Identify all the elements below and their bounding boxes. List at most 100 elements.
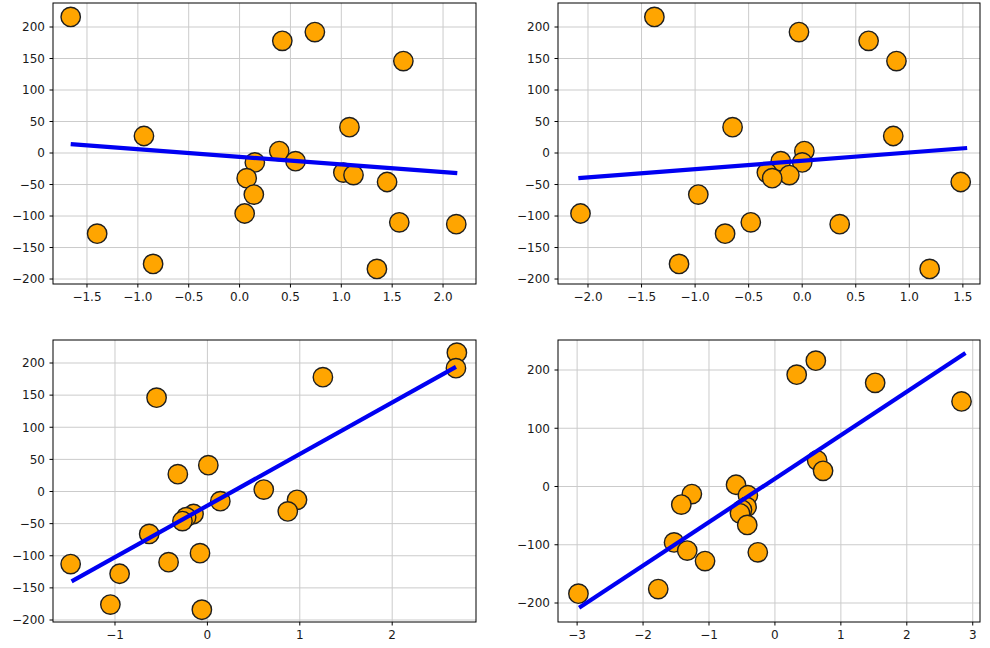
y-tick-label: −200	[12, 613, 45, 627]
y-tick-label: −50	[525, 178, 550, 192]
scatter-points-top-left	[61, 7, 466, 278]
scatter-point	[738, 515, 757, 534]
y-tick-label: 50	[535, 115, 550, 129]
scatter-point	[143, 254, 162, 273]
scatter-point	[645, 7, 664, 26]
scatter-point	[763, 169, 782, 188]
y-tick-label: −100	[12, 209, 45, 223]
axes-frame	[558, 3, 980, 284]
y-tick-label: 0	[542, 146, 550, 160]
scatter-point	[748, 543, 767, 562]
y-tick-label: 200	[22, 20, 45, 34]
scatter-point	[780, 165, 799, 184]
x-tick-label: 0.0	[230, 290, 249, 304]
scatter-point	[865, 373, 884, 392]
subplot-top-right: −2.0−1.5−1.0−0.50.00.51.01.5−200−150−100…	[517, 3, 980, 304]
scatter-point	[110, 564, 129, 583]
y-tick-label: 150	[22, 388, 45, 402]
scatter-point	[689, 185, 708, 204]
scatter-point	[344, 165, 363, 184]
x-tick-label: −3	[568, 628, 586, 642]
scatter-point	[884, 126, 903, 145]
y-tick-label: −150	[12, 581, 45, 595]
regression-line	[72, 367, 456, 582]
scatter-point	[340, 117, 359, 136]
y-tick-label: −100	[517, 538, 550, 552]
scatter-point	[569, 584, 588, 603]
y-tick-label: 200	[527, 363, 550, 377]
y-tick-label: 100	[527, 83, 550, 97]
x-tick-label: 0	[204, 628, 212, 642]
scatter-point	[571, 204, 590, 223]
x-tick-label: −1.5	[627, 290, 656, 304]
y-tick-label: −50	[20, 517, 45, 531]
y-tick-label: 200	[22, 356, 45, 370]
y-tick-label: −50	[20, 178, 45, 192]
scatter-point	[695, 551, 714, 570]
y-tick-label: 150	[527, 52, 550, 66]
x-tick-label: 1.5	[383, 290, 402, 304]
x-tick-label: 2.0	[433, 290, 452, 304]
scatter-point	[313, 367, 332, 386]
scatter-point	[649, 579, 668, 598]
y-tick-label: 50	[30, 453, 45, 467]
x-tick-label: 1	[296, 628, 304, 642]
scatter-point	[390, 213, 409, 232]
scatter-point	[159, 552, 178, 571]
scatter-point	[190, 543, 209, 562]
scatter-point	[61, 554, 80, 573]
x-tick-label: 2	[903, 628, 911, 642]
scatter-point	[887, 51, 906, 70]
x-tick-label: −1.0	[681, 290, 710, 304]
scatter-point	[672, 495, 691, 514]
x-tick-label: −1.0	[123, 290, 152, 304]
grid-top-left	[53, 3, 476, 284]
subplot-top-left: −1.5−1.0−0.50.00.51.01.52.0−200−150−100−…	[12, 3, 476, 304]
y-tick-label: −200	[12, 272, 45, 286]
x-tick-label: 0.0	[793, 290, 812, 304]
y-tick-label: 200	[527, 20, 550, 34]
scatter-point	[244, 185, 263, 204]
x-tick-label: 3	[969, 628, 977, 642]
y-tick-label: 0	[37, 485, 45, 499]
y-tick-label: −100	[12, 549, 45, 563]
x-tick-label: −0.5	[734, 290, 763, 304]
x-tick-label: −2.0	[573, 290, 602, 304]
y-tick-label: −150	[12, 241, 45, 255]
x-tick-label: −2	[634, 628, 652, 642]
subplot-bottom-right: −3−2−10123−200−1000100200	[517, 340, 980, 642]
y-tick-label: −200	[517, 596, 550, 610]
scatter-point	[168, 464, 187, 483]
scatter-point	[447, 215, 466, 234]
scatter-point	[678, 541, 697, 560]
scatter-point	[951, 172, 970, 191]
scatter-points-bottom-left	[61, 343, 467, 619]
scatter-point	[192, 600, 211, 619]
scatter-point	[147, 388, 166, 407]
regression-line	[579, 353, 965, 608]
scatter-point	[813, 461, 832, 480]
x-tick-label: 0	[771, 628, 779, 642]
figure-2x2-scatter-grid: −1.5−1.0−0.50.00.51.01.52.0−200−150−100−…	[0, 0, 990, 648]
scatter-point	[101, 595, 120, 614]
y-tick-label: −200	[517, 272, 550, 286]
scatter-point	[394, 51, 413, 70]
regression-line	[71, 144, 458, 173]
x-tick-label: 1.0	[332, 290, 351, 304]
scatter-point	[199, 455, 218, 474]
scatter-point	[741, 213, 760, 232]
scatter-point	[305, 22, 324, 41]
axes-frame	[53, 3, 476, 284]
scatter-point	[723, 117, 742, 136]
y-tick-label: 150	[22, 52, 45, 66]
scatter-point	[669, 254, 688, 273]
y-tick-label: 100	[527, 422, 550, 436]
charts-canvas: −1.5−1.0−0.50.00.51.01.52.0−200−150−100−…	[0, 0, 990, 648]
x-tick-label: 1.5	[953, 290, 972, 304]
scatter-point	[715, 224, 734, 243]
scatter-point	[273, 31, 292, 50]
y-tick-label: −100	[517, 209, 550, 223]
scatter-point	[952, 392, 971, 411]
x-tick-label: 2	[388, 628, 396, 642]
y-tick-label: 0	[37, 146, 45, 160]
